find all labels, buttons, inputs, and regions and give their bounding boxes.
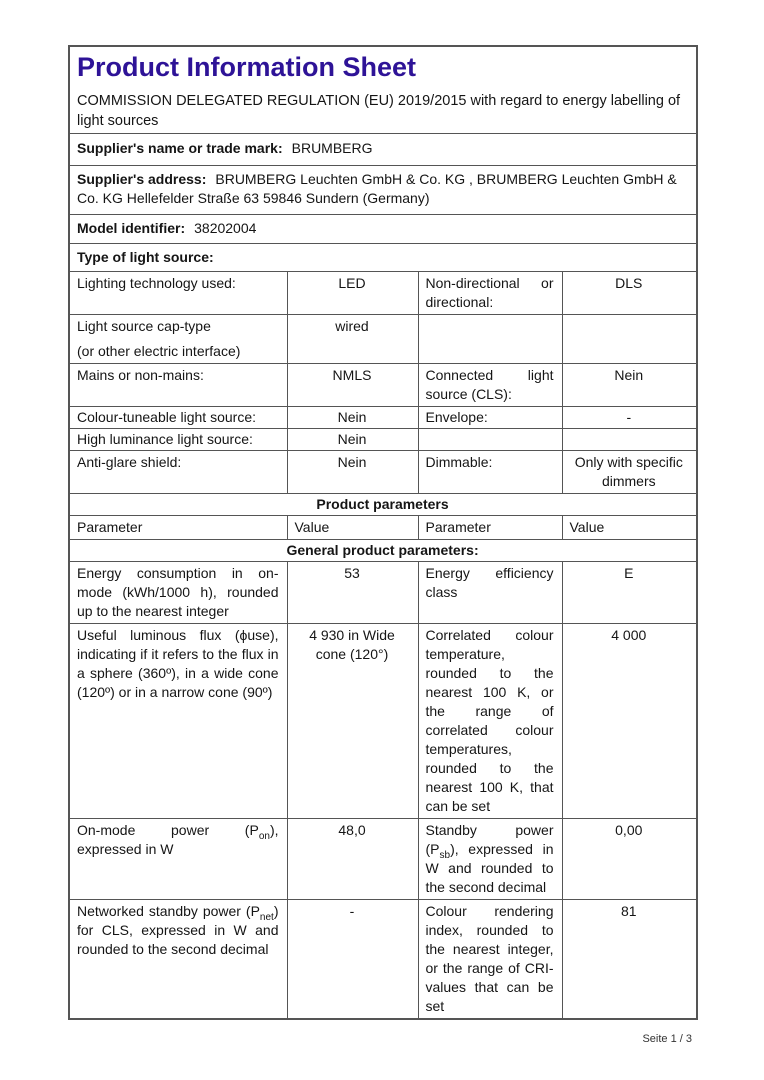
- table-row: Supplier's name or trade mark: BRUMBERG: [68, 133, 698, 166]
- table-row: Product Information Sheet COMMISSION DEL…: [68, 45, 698, 134]
- table-row: High luminance light source: Nein: [68, 428, 698, 451]
- sheet-table-wrapper: Product Information Sheet COMMISSION DEL…: [68, 45, 699, 1045]
- table-row: Light source cap-type (or other electric…: [68, 314, 698, 364]
- value-cell: wired: [286, 314, 419, 364]
- param-cell: Networked standby power (Pnet) for CLS, …: [68, 899, 288, 1020]
- param-cell: Colour-tuneable light source:: [68, 406, 288, 429]
- param-cell: Connected light source (CLS):: [417, 363, 563, 407]
- model-identifier-cell: Model identifier: 38202004: [68, 214, 698, 244]
- param-text: On-mode power (P: [77, 822, 259, 838]
- table-row: Lighting technology used: LED Non-direct…: [68, 271, 698, 315]
- value-cell: 4 930 in Wide cone (120°): [286, 623, 419, 819]
- title-cell: Product Information Sheet COMMISSION DEL…: [68, 45, 698, 134]
- value-cell: 4 000: [561, 623, 698, 819]
- supplier-name-cell: Supplier's name or trade mark: BRUMBERG: [68, 133, 698, 166]
- param-subscript: sb: [439, 849, 451, 861]
- column-header: Parameter: [417, 515, 563, 540]
- regulation-subtitle: COMMISSION DELEGATED REGULATION (EU) 201…: [77, 93, 681, 129]
- param-cell: Energy efficiency class: [417, 561, 563, 624]
- table-row: Parameter Value Parameter Value: [68, 515, 698, 540]
- model-identifier-value: 38202004: [194, 220, 257, 236]
- param-subscript: net: [259, 911, 274, 923]
- cap-type-line2: (or other electric interface): [77, 343, 241, 359]
- param-cell: Dimmable:: [417, 450, 563, 494]
- product-info-table: Product Information Sheet COMMISSION DEL…: [68, 45, 699, 1020]
- product-parameters-heading: Product parameters: [68, 493, 698, 516]
- column-header: Parameter: [68, 515, 288, 540]
- table-row: On-mode power (Pon), expressed in W 48,0…: [68, 818, 698, 900]
- supplier-address-value: BRUMBERG Leuchten GmbH & Co. KG , BRUMBE…: [77, 171, 677, 206]
- model-identifier-label: Model identifier:: [77, 220, 186, 236]
- param-text: ), expressed in W: [77, 822, 279, 857]
- table-row: Supplier's address: BRUMBERG Leuchten Gmb…: [68, 165, 698, 215]
- param-text: ) for CLS, expressed in W and rounded to…: [77, 903, 279, 957]
- supplier-name-value: BRUMBERG: [291, 140, 373, 156]
- value-cell: Nein: [286, 428, 419, 451]
- table-row: Networked standby power (Pnet) for CLS, …: [68, 899, 698, 1020]
- param-cell: Standby power (Psb), expressed in W and …: [417, 818, 563, 900]
- supplier-address-cell: Supplier's address: BRUMBERG Leuchten Gmb…: [68, 165, 698, 215]
- value-cell: [561, 314, 698, 364]
- value-cell: 53: [286, 561, 419, 624]
- param-cell: On-mode power (Pon), expressed in W: [68, 818, 288, 900]
- param-cell: Colour rendering index, rounded to the n…: [417, 899, 563, 1020]
- param-cell: Correlated colour temperature, rounded t…: [417, 623, 563, 819]
- param-cell: Envelope:: [417, 406, 563, 429]
- table-row: Colour-tuneable light source: Nein Envel…: [68, 406, 698, 429]
- value-cell: 0,00: [561, 818, 698, 900]
- table-row: Model identifier: 38202004: [68, 214, 698, 244]
- value-cell: LED: [286, 271, 419, 315]
- type-of-light-source-heading: Type of light source:: [68, 243, 698, 272]
- table-row: Anti-glare shield: Nein Dimmable: Only w…: [68, 450, 698, 494]
- value-cell: -: [286, 899, 419, 1020]
- param-subscript: on: [258, 830, 270, 842]
- param-cell: Mains or non-mains:: [68, 363, 288, 407]
- cap-type-line1: Light source cap-type: [77, 318, 211, 334]
- general-parameters-heading: General product parameters:: [68, 539, 698, 562]
- param-cell: Useful luminous flux (ϕuse), indicating …: [68, 623, 288, 819]
- supplier-address-label: Supplier's address:: [77, 171, 207, 187]
- table-row: Useful luminous flux (ϕuse), indicating …: [68, 623, 698, 819]
- table-row: General product parameters:: [68, 539, 698, 562]
- value-cell: [561, 428, 698, 451]
- value-cell: Nein: [286, 406, 419, 429]
- param-cell: Anti-glare shield:: [68, 450, 288, 494]
- page-title: Product Information Sheet: [77, 52, 417, 82]
- table-row: Product parameters: [68, 493, 698, 516]
- param-text: Standby power (P: [425, 822, 554, 857]
- column-header: Value: [286, 515, 419, 540]
- param-cell: Non-directional or directional:: [417, 271, 563, 315]
- value-cell: 48,0: [286, 818, 419, 900]
- value-cell: Nein: [286, 450, 419, 494]
- value-cell: 81: [561, 899, 698, 1020]
- param-cell: [417, 428, 563, 451]
- value-cell: E: [561, 561, 698, 624]
- table-row: Type of light source:: [68, 243, 698, 272]
- value-cell: DLS: [561, 271, 698, 315]
- supplier-name-label: Supplier's name or trade mark:: [77, 140, 283, 156]
- value-cell: Nein: [561, 363, 698, 407]
- value-cell: NMLS: [286, 363, 419, 407]
- page-number: Seite 1 / 3: [642, 1033, 692, 1045]
- table-row: Energy consumption in on-mode (kWh/1000 …: [68, 561, 698, 624]
- param-cell: [417, 314, 563, 364]
- param-cell: Lighting technology used:: [68, 271, 288, 315]
- value-cell: Only with specific dimmers: [561, 450, 698, 494]
- param-cell: Energy consumption in on-mode (kWh/1000 …: [68, 561, 288, 624]
- column-header: Value: [561, 515, 698, 540]
- param-cell: High luminance light source:: [68, 428, 288, 451]
- param-text: Networked standby power (P: [77, 903, 260, 919]
- value-cell: -: [561, 406, 698, 429]
- table-row: Mains or non-mains: NMLS Connected light…: [68, 363, 698, 407]
- param-text: ), expressed in W and rounded to the sec…: [425, 841, 554, 895]
- param-cell: Light source cap-type (or other electric…: [68, 314, 288, 364]
